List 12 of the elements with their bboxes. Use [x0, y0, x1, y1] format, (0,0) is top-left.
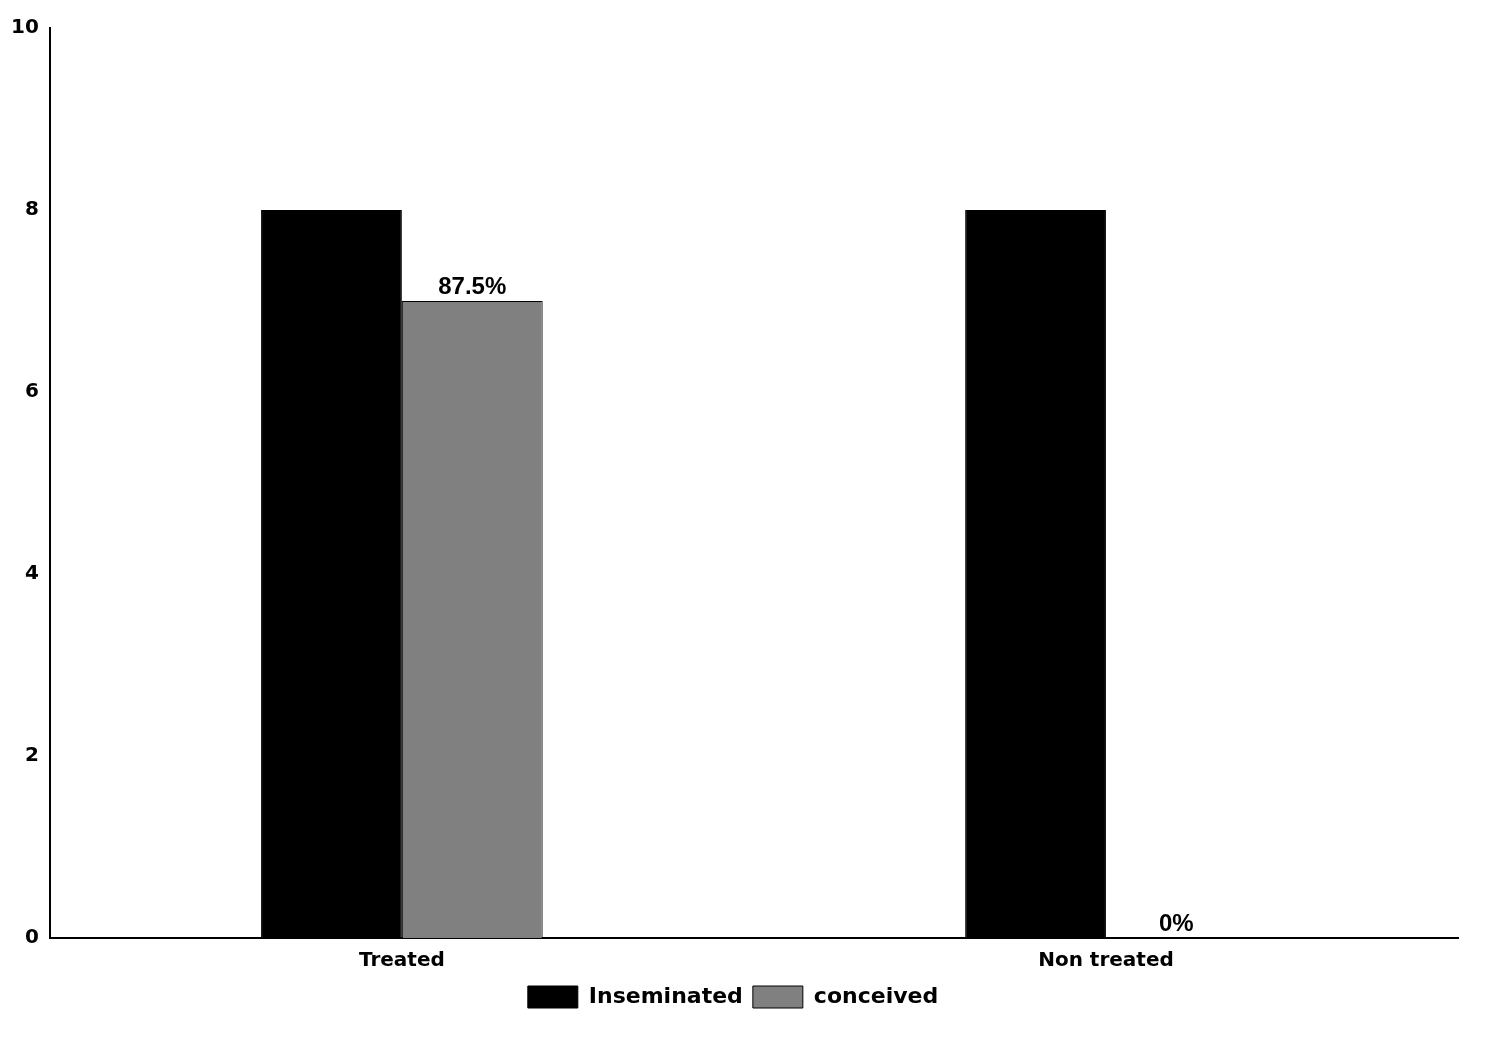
y-tick-label: 4	[24, 560, 39, 585]
y-tick-label: 2	[24, 742, 39, 767]
legend-label: conceived	[813, 982, 939, 1008]
annotation: 0%	[1159, 908, 1194, 936]
y-tick-label: 8	[24, 196, 39, 221]
y-tick-label: 10	[10, 14, 39, 39]
x-tick-label: Treated	[358, 947, 445, 972]
annotation: 87.5%	[438, 271, 507, 299]
y-tick-label: 0	[24, 924, 39, 949]
legend-label: Inseminated	[588, 982, 743, 1008]
x-tick-label: Non treated	[1038, 947, 1174, 972]
y-tick-label: 6	[24, 378, 39, 403]
